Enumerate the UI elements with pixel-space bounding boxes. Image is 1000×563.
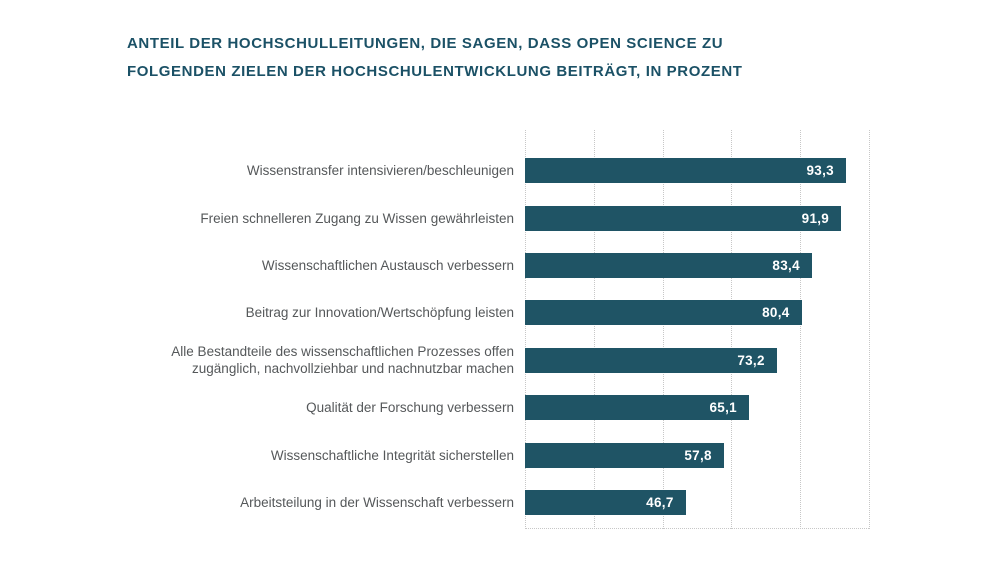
bar: 46,7 [525, 489, 686, 515]
value-label: 65,1 [709, 400, 737, 416]
chart-row: Wissenstransfer intensivieren/beschleuni… [120, 147, 869, 194]
chart-title: ANTEIL DER HOCHSCHULLEITUNGEN, DIE SAGEN… [127, 30, 743, 86]
chart-title-line-1: ANTEIL DER HOCHSCHULLEITUNGEN, DIE SAGEN… [127, 35, 724, 52]
value-label: 93,3 [806, 163, 834, 179]
bar: 65,1 [525, 395, 749, 421]
chart-row: Qualität der Forschung verbessern 65,1 [120, 384, 869, 431]
gridline-x-80 [800, 130, 802, 529]
category-label: Alle Bestandteile des wissenschaftlichen… [171, 344, 514, 377]
value-label: 73,2 [737, 352, 765, 368]
chart-row: Wissenschaftliche Integrität sicherstell… [120, 431, 869, 478]
value-label: 80,4 [762, 305, 790, 321]
value-label: 91,9 [801, 210, 830, 226]
category-label: Freien schnelleren Zugang zu Wissen gewä… [200, 210, 514, 226]
category-label: Wissenschaftliche Integrität sicherstell… [270, 447, 514, 463]
bar-track: 91,9 [525, 205, 869, 231]
gridline-x-40 [662, 130, 664, 529]
bar-track: 65,1 [525, 395, 869, 421]
bar-track: 80,4 [525, 300, 869, 326]
bar: 91,9 [525, 205, 842, 231]
chart-row: Alle Bestandteile des wissenschaftlichen… [120, 337, 869, 384]
gridline-x-60 [731, 130, 733, 529]
bar-track: 93,3 [525, 158, 869, 184]
value-label: 46,7 [646, 494, 674, 510]
category-label: Wissenstransfer intensivieren/beschleuni… [246, 163, 514, 179]
category-label: Qualität der Forschung verbessern [306, 400, 514, 416]
plot-area [525, 130, 870, 529]
gridline-x-100 [869, 130, 870, 529]
category-label: Beitrag zur Innovation/Wertschöpfung lei… [245, 305, 514, 321]
bar: 83,4 [525, 252, 812, 278]
bar: 57,8 [525, 442, 724, 468]
gridline-x-20 [593, 130, 595, 529]
gridline-x-0 [525, 130, 526, 529]
x-axis-baseline [525, 528, 869, 529]
chart-row: Beitrag zur Innovation/Wertschöpfung lei… [120, 289, 869, 336]
bar-track: 46,7 [525, 489, 869, 515]
chart-title-line-2: FOLGENDEN ZIELEN DER HOCHSCHULENTWICKLUN… [127, 63, 743, 80]
bar-track: 83,4 [525, 252, 869, 278]
category-label: Arbeitsteilung in der Wissenschaft verbe… [240, 494, 514, 510]
bar-track: 57,8 [525, 442, 869, 468]
value-label: 57,8 [684, 447, 712, 463]
bar: 80,4 [525, 300, 802, 326]
category-label: Wissenschaftlichen Austausch verbessern [261, 257, 514, 273]
bar: 93,3 [525, 158, 846, 184]
chart-row: Arbeitsteilung in der Wissenschaft verbe… [120, 479, 869, 526]
bar-track: 73,2 [525, 347, 869, 373]
chart-row: Wissenschaftlichen Austausch verbessern 8… [120, 242, 869, 289]
bar-rows: Wissenstransfer intensivieren/beschleuni… [120, 130, 869, 529]
value-label: 83,4 [772, 257, 800, 273]
bar: 73,2 [525, 347, 777, 373]
chart-row: Freien schnelleren Zugang zu Wissen gewä… [120, 194, 869, 241]
